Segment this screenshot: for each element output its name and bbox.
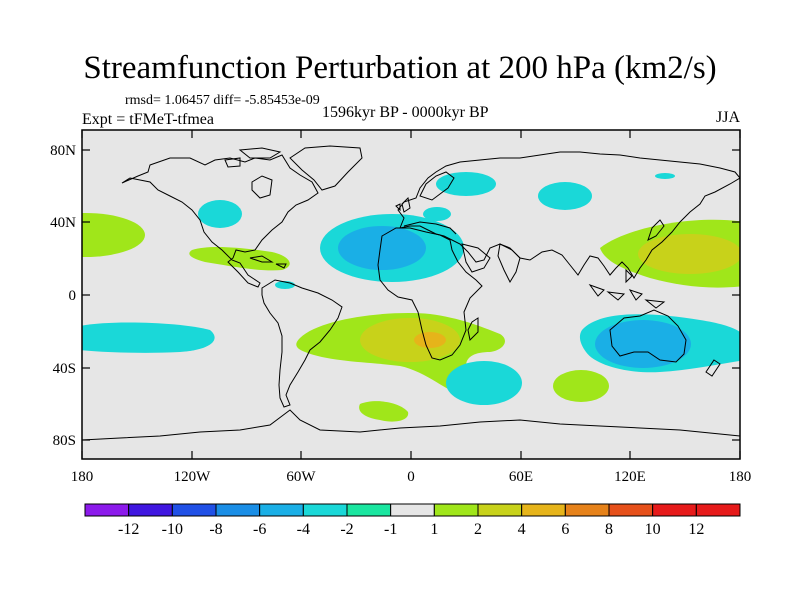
colorbar-box bbox=[171, 503, 217, 517]
period-text: 1596kyr BP - 0000kyr BP bbox=[322, 104, 489, 121]
colorbar-label: -12 bbox=[118, 521, 139, 538]
colorbar-box bbox=[608, 503, 654, 517]
map-title: Streamfunction Perturbation at 200 hPa (… bbox=[83, 50, 717, 86]
lon-label: 0 bbox=[407, 469, 415, 485]
colorbar-box bbox=[215, 503, 261, 517]
contour-region bbox=[595, 320, 691, 368]
colorbar-box bbox=[564, 503, 610, 517]
contour-region bbox=[734, 267, 740, 277]
colorbar-label: -6 bbox=[253, 521, 266, 538]
colorbar-box bbox=[521, 503, 566, 517]
lat-label: 80N bbox=[50, 143, 76, 159]
british-isles-coast bbox=[395, 196, 411, 213]
colorbar-box bbox=[390, 503, 435, 517]
lat-label: 80S bbox=[53, 433, 76, 449]
south-america-coast bbox=[261, 279, 343, 408]
latitude-axis: 80N 40N 0 40S 80S bbox=[50, 143, 740, 449]
india-coast bbox=[497, 243, 521, 284]
colorbar: -12 -10 -8 -6 -4 -2 -1 1 2 4 6 8 10 12 bbox=[84, 503, 741, 538]
lon-label: 180 bbox=[729, 469, 752, 485]
contour-region bbox=[189, 246, 290, 271]
contour-region bbox=[414, 332, 446, 348]
antarctica-coast bbox=[82, 409, 740, 441]
contour-region bbox=[338, 226, 426, 270]
eurasia-coast bbox=[397, 151, 740, 279]
colorbar-box bbox=[433, 503, 479, 517]
japan-coast bbox=[647, 219, 665, 241]
colorbar-label: -8 bbox=[209, 521, 222, 538]
colorbar-box bbox=[652, 503, 697, 517]
colorbar-box bbox=[84, 503, 130, 517]
colorbar-label: -2 bbox=[340, 521, 353, 538]
colorbar-label: 1 bbox=[430, 521, 438, 538]
contour-region bbox=[538, 182, 592, 210]
contour-fields bbox=[82, 172, 740, 422]
lat-label: 0 bbox=[69, 288, 77, 304]
contour-region bbox=[198, 200, 242, 228]
contour-region bbox=[436, 172, 496, 196]
lon-label: 120W bbox=[174, 469, 212, 485]
australia-coast bbox=[609, 309, 687, 363]
stats-text: rmsd= 1.06457 diff= -5.85453e-09 bbox=[125, 93, 320, 108]
arabia-coast bbox=[461, 243, 491, 273]
colorbar-label: 4 bbox=[518, 521, 526, 538]
contour-region bbox=[359, 401, 409, 422]
colorbar-label: -4 bbox=[297, 521, 310, 538]
coastlines bbox=[82, 145, 740, 441]
madagascar-coast bbox=[467, 317, 479, 342]
colorbar-label: -1 bbox=[384, 521, 397, 538]
map-background bbox=[82, 130, 740, 459]
north-america-coast bbox=[121, 154, 319, 288]
season-text: JJA bbox=[716, 109, 741, 126]
colorbar-box bbox=[128, 503, 173, 517]
lat-label: 40N bbox=[50, 215, 76, 231]
colorbar-box bbox=[477, 503, 523, 517]
mediterranean-coast bbox=[403, 221, 457, 235]
colorbar-box bbox=[302, 503, 348, 517]
greenland-coast bbox=[289, 145, 363, 191]
arctic-islands bbox=[224, 147, 282, 168]
contour-region bbox=[423, 207, 451, 221]
contour-region bbox=[553, 370, 609, 402]
lon-label: 60W bbox=[286, 469, 316, 485]
colorbar-label: 2 bbox=[474, 521, 482, 538]
contour-region bbox=[82, 322, 215, 353]
lat-label: 40S bbox=[53, 361, 76, 377]
colorbar-label: 12 bbox=[688, 521, 704, 538]
contour-region bbox=[638, 234, 740, 274]
colorbar-label: 10 bbox=[645, 521, 661, 538]
contour-region bbox=[446, 361, 522, 405]
contour-region bbox=[360, 318, 460, 362]
contour-region bbox=[82, 213, 145, 257]
africa-coast bbox=[377, 227, 483, 361]
caribbean-islands bbox=[249, 255, 287, 269]
hudson-bay bbox=[251, 175, 273, 199]
experiment-text: Expt = tFMeT-tfmea bbox=[82, 111, 214, 128]
longitude-axis: 180 120W 60W 0 60E 120E 180 bbox=[71, 130, 752, 485]
maritime-se-asia bbox=[588, 268, 666, 309]
colorbar-box bbox=[259, 503, 304, 517]
lon-label: 180 bbox=[71, 469, 94, 485]
scandinavia-coast bbox=[419, 171, 455, 201]
new-zealand-coast bbox=[705, 359, 721, 377]
colorbar-box bbox=[695, 503, 741, 517]
lon-label: 120E bbox=[614, 469, 646, 485]
colorbar-box bbox=[346, 503, 392, 517]
colorbar-label: -10 bbox=[162, 521, 183, 538]
contour-region bbox=[655, 173, 675, 179]
lon-label: 60E bbox=[509, 469, 533, 485]
colorbar-label: 8 bbox=[605, 521, 613, 538]
colorbar-label: 6 bbox=[561, 521, 569, 538]
